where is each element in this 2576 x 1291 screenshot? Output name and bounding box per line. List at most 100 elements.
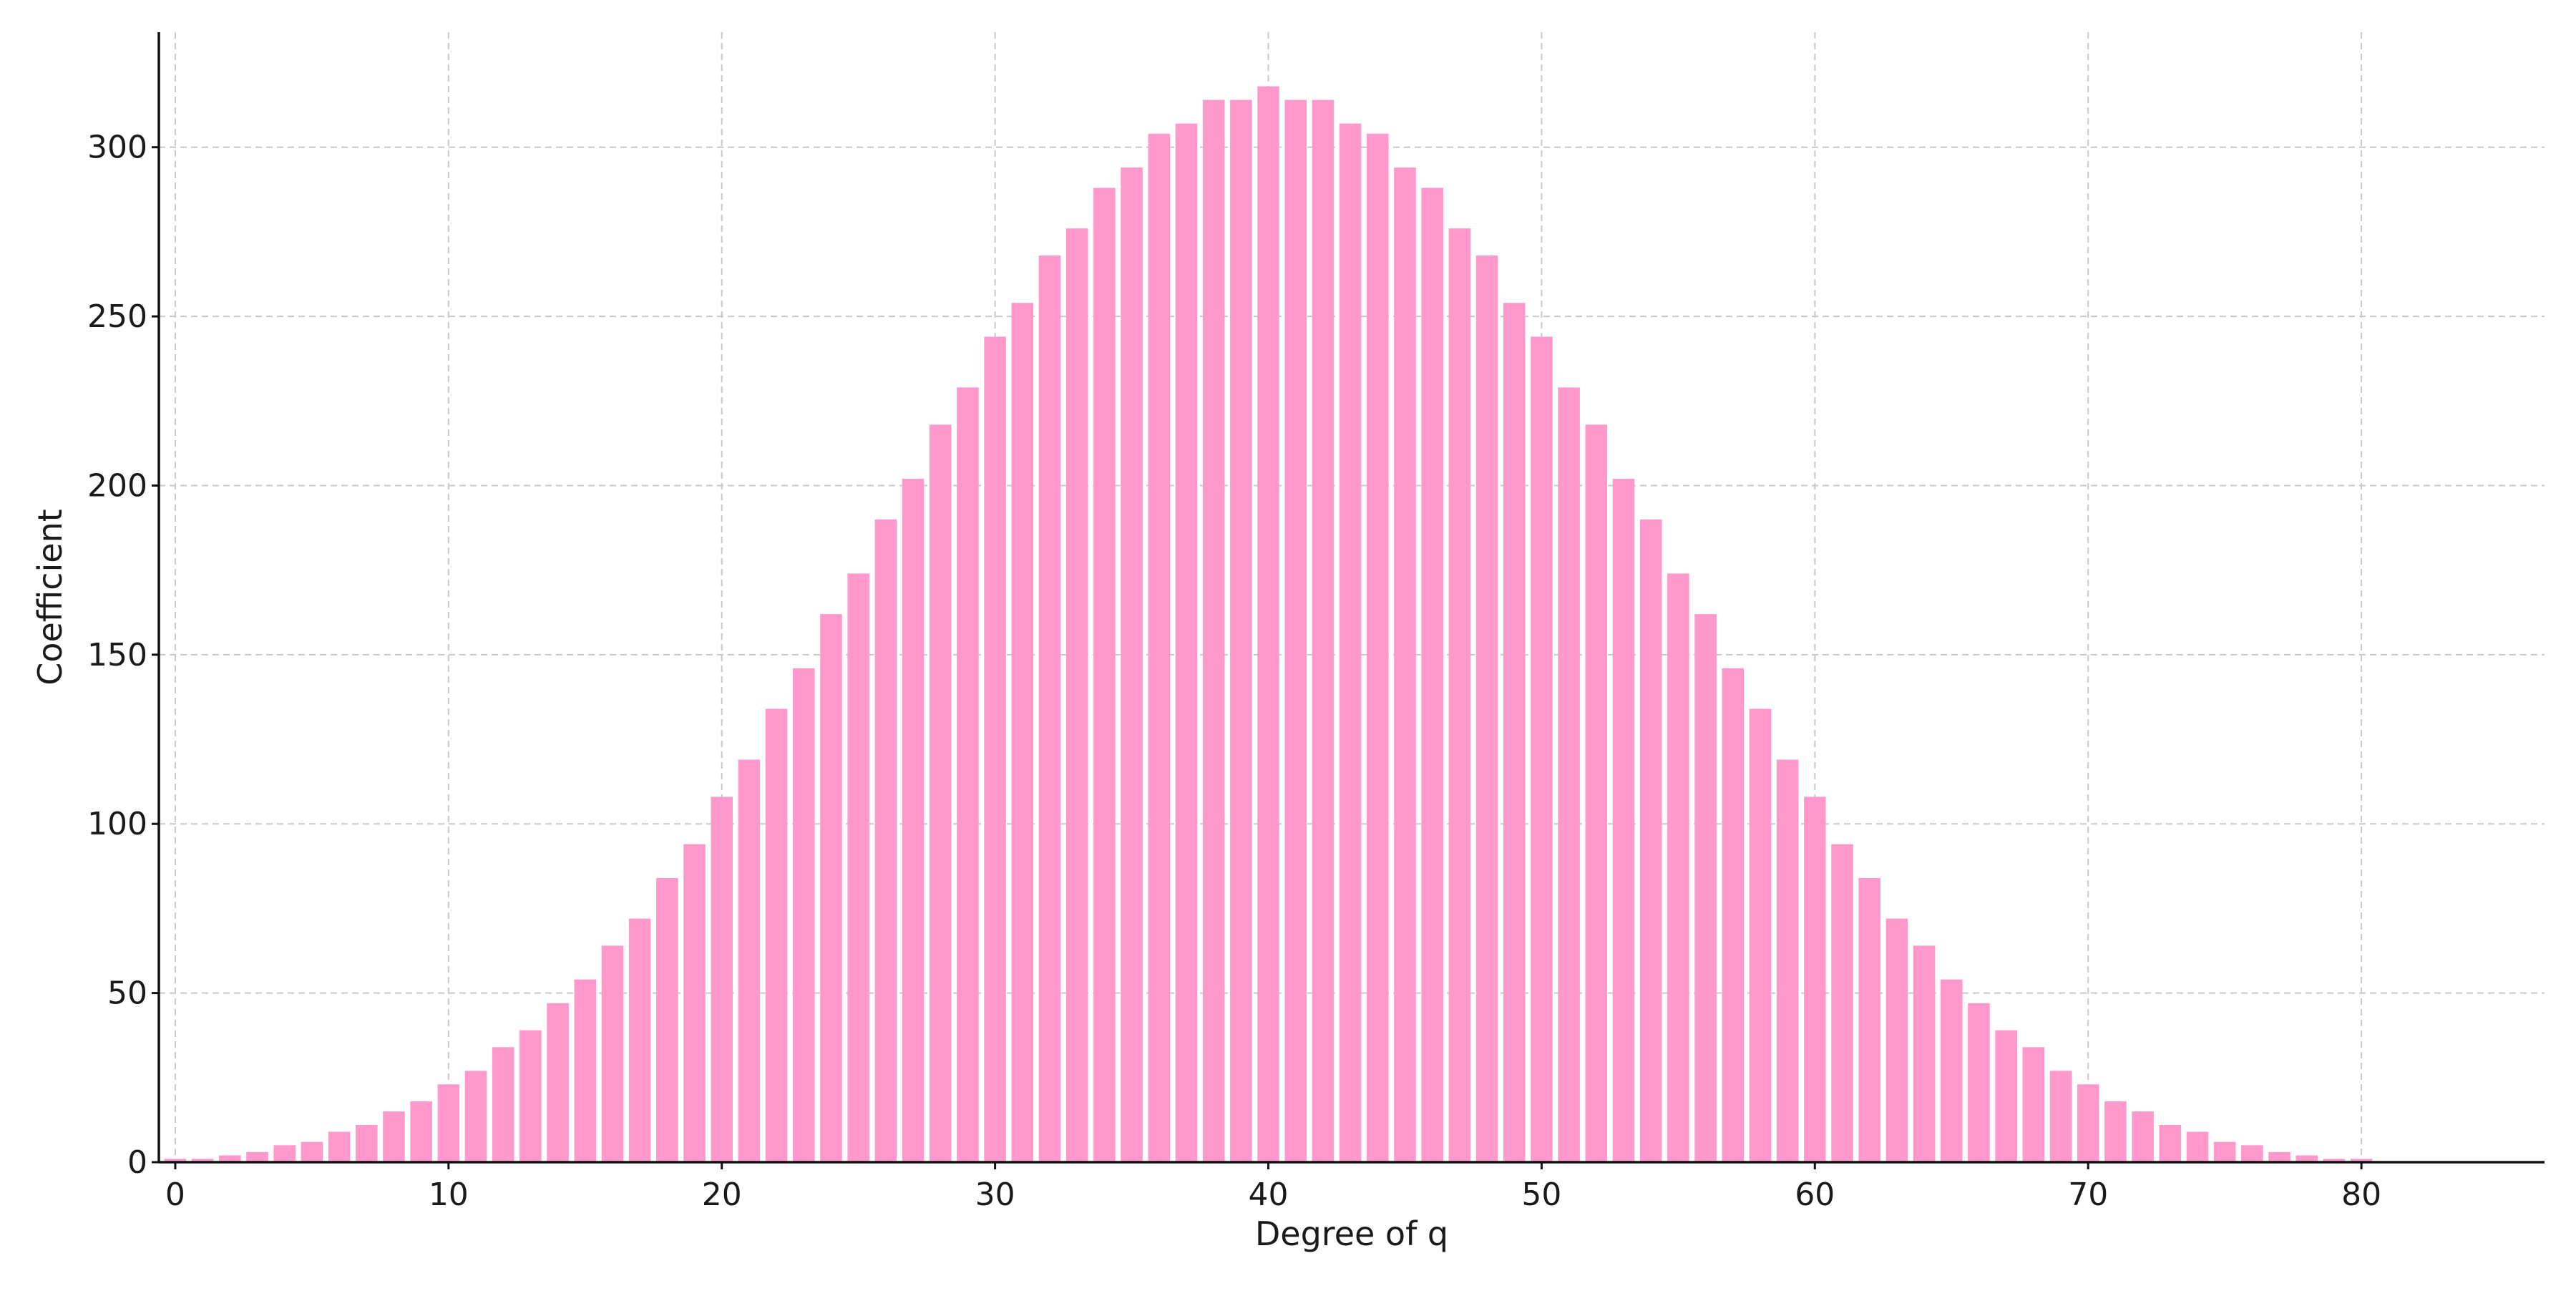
bar	[1667, 573, 1689, 1162]
bar	[683, 844, 706, 1162]
bar	[1475, 255, 1498, 1163]
bar	[1694, 614, 1717, 1162]
x-axis-title: Degree of q	[1255, 1214, 1448, 1253]
bar	[1858, 877, 1880, 1162]
x-tick-label: 20	[702, 1176, 742, 1213]
bar	[2323, 1159, 2346, 1162]
bar	[2296, 1155, 2318, 1162]
bar	[301, 1141, 323, 1162]
bar	[2350, 1159, 2373, 1162]
bar	[1913, 945, 1936, 1162]
bar	[1448, 228, 1471, 1162]
bar	[874, 519, 897, 1162]
bar	[711, 796, 733, 1162]
bar	[519, 1030, 542, 1162]
bar	[1065, 228, 1088, 1162]
bar	[2213, 1141, 2236, 1162]
bar	[820, 614, 842, 1162]
bar	[2159, 1124, 2182, 1162]
bar	[1394, 167, 1416, 1162]
bar	[1776, 759, 1799, 1162]
bar	[273, 1145, 296, 1162]
x-tick-label: 50	[1521, 1176, 1561, 1213]
y-axis-title: Coefficient	[31, 509, 69, 686]
bar	[1121, 167, 1143, 1162]
bar	[1558, 387, 1580, 1162]
bar	[1885, 918, 1908, 1162]
bar	[246, 1151, 268, 1162]
bar	[628, 918, 651, 1162]
bar	[328, 1131, 351, 1162]
bar	[1995, 1030, 2017, 1162]
bar	[847, 573, 869, 1162]
bar	[1421, 187, 1443, 1163]
bar	[1202, 99, 1225, 1162]
x-ticks: 0 10 20 30 40 50 60 70 80	[165, 1162, 2381, 1213]
bar	[1968, 1003, 1990, 1162]
bar	[492, 1047, 514, 1162]
bar	[1339, 123, 1362, 1163]
x-tick-label: 80	[2341, 1176, 2381, 1213]
x-tick-label: 30	[975, 1176, 1015, 1213]
bar	[2022, 1047, 2045, 1162]
bar	[383, 1111, 405, 1162]
bar	[2241, 1145, 2263, 1162]
bar	[164, 1159, 187, 1162]
bar	[1038, 255, 1061, 1163]
bar	[1722, 668, 1745, 1162]
axes	[157, 32, 2545, 1164]
bar	[355, 1124, 378, 1162]
bar	[2268, 1151, 2290, 1162]
bar	[793, 668, 815, 1162]
bar	[1503, 303, 1526, 1162]
bar	[957, 387, 979, 1162]
bar	[219, 1155, 241, 1162]
bar	[1940, 979, 1963, 1162]
bar	[1284, 99, 1307, 1162]
bar	[547, 1003, 569, 1162]
y-tick-label: 100	[87, 806, 147, 842]
bar	[929, 424, 952, 1162]
x-tick-label: 0	[165, 1176, 185, 1213]
bar	[738, 759, 761, 1162]
bar	[1639, 519, 1662, 1162]
bar	[410, 1101, 432, 1162]
y-tick-label: 200	[87, 467, 147, 504]
bar	[902, 479, 924, 1162]
bar	[1093, 187, 1116, 1163]
bar	[765, 708, 788, 1162]
bar	[1257, 86, 1279, 1162]
bar	[1175, 123, 1198, 1163]
bar	[1531, 336, 1553, 1163]
x-tick-label: 70	[2068, 1176, 2108, 1213]
bar	[1011, 303, 1034, 1162]
bar	[437, 1084, 460, 1162]
x-tick-label: 40	[1249, 1176, 1289, 1213]
bar	[2049, 1071, 2072, 1162]
y-tick-label: 150	[87, 637, 147, 673]
bar	[1831, 844, 1853, 1162]
bar	[1612, 479, 1635, 1162]
x-tick-label: 60	[1795, 1176, 1835, 1213]
bar	[656, 877, 678, 1162]
bar	[1312, 99, 1335, 1162]
bar	[191, 1159, 214, 1162]
bar	[984, 336, 1006, 1163]
bar	[464, 1071, 487, 1162]
bar	[601, 945, 624, 1162]
bar	[2077, 1084, 2099, 1162]
bar	[2186, 1131, 2209, 1162]
x-tick-label: 10	[429, 1176, 469, 1213]
bar	[2104, 1101, 2127, 1162]
bar	[1230, 99, 1252, 1162]
y-tick-label: 300	[87, 130, 147, 166]
bar	[1367, 133, 1389, 1163]
bar	[1804, 796, 1826, 1162]
y-ticks: 0 50 100 150 200 250 300	[87, 130, 159, 1181]
bar	[2132, 1111, 2154, 1162]
bars	[164, 86, 2373, 1163]
bar	[1749, 708, 1772, 1162]
bar	[1585, 424, 1608, 1162]
